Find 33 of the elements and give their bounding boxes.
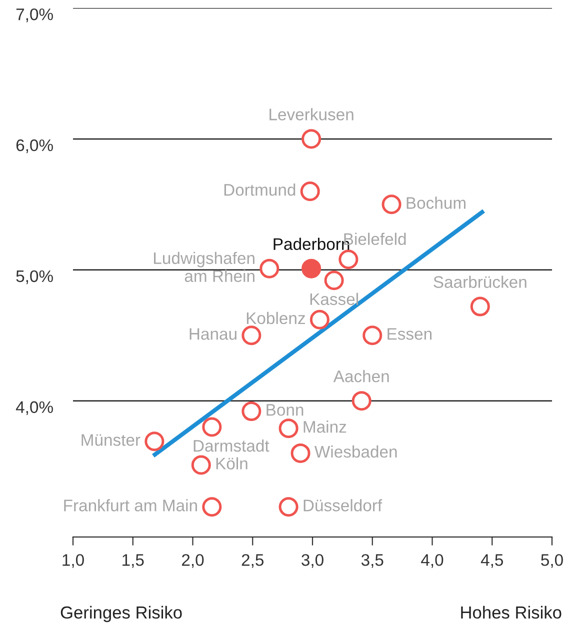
annotation: Dortmund xyxy=(224,184,296,196)
x-tick-label: 3,5 xyxy=(361,554,384,568)
annotation: Koblenz xyxy=(246,312,305,324)
annotation: Ludwigshafen am Rhein xyxy=(154,252,254,282)
y-tick-label: 6,0% xyxy=(16,139,53,154)
annotation: Bochum xyxy=(406,196,466,209)
x-tick-label: 4,0 xyxy=(421,554,444,568)
annotation: Darmstadt xyxy=(194,440,270,452)
annotation: Essen xyxy=(388,328,432,340)
annotation: Leverkusen xyxy=(270,108,354,120)
x-tick-label: 1,0 xyxy=(62,554,84,568)
annotation: Aachen xyxy=(333,370,389,382)
annotation: Hanau xyxy=(190,328,236,340)
annotation: Köln xyxy=(216,457,248,470)
annotation: Saarbrücken xyxy=(434,276,526,288)
annotation: Düsseldorf xyxy=(304,499,382,512)
text: Hohes Risiko xyxy=(461,606,562,619)
annotation: Mainz xyxy=(304,420,346,433)
x-tick-label: 5,0 xyxy=(541,554,563,568)
annotation: Frankfurt am Main xyxy=(64,499,197,512)
text: Geringes Risiko xyxy=(60,606,182,622)
x-tick-label: 2,0 xyxy=(182,554,204,568)
annotation: Münster xyxy=(82,434,140,446)
x-tick-label: 4,5 xyxy=(480,554,504,568)
x-tick-label: 2,5 xyxy=(242,554,264,568)
annotation: Bonn xyxy=(266,404,304,416)
x-tick-label: 1,5 xyxy=(122,554,144,568)
x-tick-label: 3,0 xyxy=(302,554,324,568)
y-tick-label: 7,0% xyxy=(16,8,53,22)
annotation: Wiesbaden xyxy=(314,445,397,458)
annotation: Kassel xyxy=(310,292,358,306)
y-tick-label: 4,0% xyxy=(16,401,53,416)
y-tick-label: 5,0% xyxy=(16,270,53,284)
